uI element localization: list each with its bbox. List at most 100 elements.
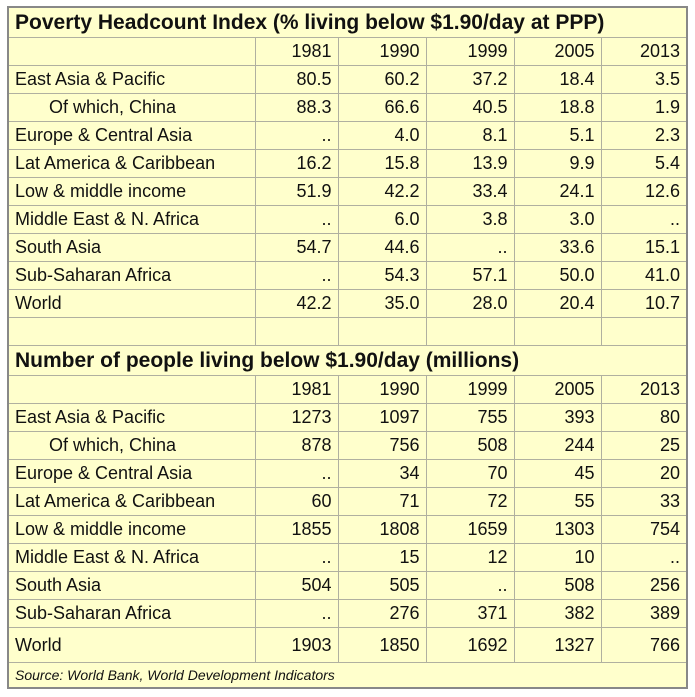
value-cell: 3.8 [425, 205, 515, 234]
row-label: Middle East & N. Africa [7, 543, 256, 572]
row-label: South Asia [7, 571, 256, 600]
data-row: Middle East & N. Africa.. 15 12 10.. [7, 543, 688, 572]
value-cell: 1808 [337, 515, 427, 544]
data-row: Of which, China 88.3 66.6 40.5 18.8 1.9 [7, 93, 688, 122]
value-cell: 1303 [513, 515, 602, 544]
value-cell: 1855 [254, 515, 339, 544]
value-cell: 10.7 [600, 289, 688, 318]
row-label: East Asia & Pacific [7, 65, 256, 94]
value-cell: 1659 [425, 515, 515, 544]
column-header: 2005 [513, 375, 602, 404]
value-cell: 80 [600, 403, 688, 432]
value-cell: 12 [425, 543, 515, 572]
row-label: Sub-Saharan Africa [7, 261, 256, 290]
value-cell: 42.2 [254, 289, 339, 318]
row-label: World [7, 627, 256, 663]
value-cell: 42.2 [337, 177, 427, 206]
row-label: Europe & Central Asia [7, 459, 256, 488]
data-row: Lat America & Caribbean 16.2 15.8 13.9 9.9 5.… [7, 149, 688, 178]
column-header: 1999 [425, 375, 515, 404]
value-cell: 2.3 [600, 121, 688, 150]
data-row: Sub-Saharan Africa.. 276 371 382 389 [7, 599, 688, 628]
value-cell: 878 [254, 431, 339, 460]
value-cell: 88.3 [254, 93, 339, 122]
value-cell: .. [254, 261, 339, 290]
data-row: East Asia & Pacific 1273 1097 755 393 80 [7, 403, 688, 432]
poverty-table: Poverty Headcount Index (% living below … [7, 6, 688, 689]
row-label: World [7, 289, 256, 318]
row-label: East Asia & Pacific [7, 403, 256, 432]
row-label: Middle East & N. Africa [7, 205, 256, 234]
spacer-row [7, 317, 688, 346]
empty-cell [337, 317, 427, 346]
value-cell: 1903 [254, 627, 339, 663]
data-row: East Asia & Pacific 80.5 60.2 37.2 18.4 3.5 [7, 65, 688, 94]
value-cell: 70 [425, 459, 515, 488]
value-cell: 28.0 [425, 289, 515, 318]
empty-cell [7, 317, 256, 346]
source-note: Source: World Bank, World Development In… [7, 662, 688, 689]
row-label: Of which, China [7, 93, 256, 122]
value-cell: 24.1 [513, 177, 602, 206]
value-cell: 45 [513, 459, 602, 488]
value-cell: 4.0 [337, 121, 427, 150]
value-cell: 16.2 [254, 149, 339, 178]
data-row: Low & middle income 1855 1808 1659 1303 754 [7, 515, 688, 544]
value-cell: 244 [513, 431, 602, 460]
value-cell: 60.2 [337, 65, 427, 94]
value-cell: .. [425, 571, 515, 600]
empty-cell [600, 317, 688, 346]
column-header: 1981 [254, 375, 339, 404]
source-row: Source: World Bank, World Development In… [7, 662, 688, 689]
value-cell: 44.6 [337, 233, 427, 262]
value-cell: .. [425, 233, 515, 262]
value-cell: .. [600, 543, 688, 572]
value-cell: .. [254, 459, 339, 488]
data-row: Europe & Central Asia.. 4.0 8.1 5.1 2.3 [7, 121, 688, 150]
value-cell: 389 [600, 599, 688, 628]
title-row: Number of people living below $1.90/day … [8, 345, 687, 376]
row-label: Low & middle income [7, 177, 256, 206]
row-label: Low & middle income [7, 515, 256, 544]
empty-cell [7, 37, 256, 66]
value-cell: 1273 [254, 403, 339, 432]
row-label: South Asia [7, 233, 256, 262]
page: Poverty Headcount Index (% living below … [7, 6, 688, 689]
row-label: Of which, China [7, 431, 256, 460]
section-title: Poverty Headcount Index (% living below … [8, 6, 687, 38]
value-cell: 40.5 [425, 93, 515, 122]
value-cell: 505 [337, 571, 427, 600]
data-row: Of which, China 878 756 508 244 25 [7, 431, 688, 460]
value-cell: 60 [254, 487, 339, 516]
value-cell: 1850 [337, 627, 427, 663]
value-cell: 508 [513, 571, 602, 600]
value-cell: 57.1 [425, 261, 515, 290]
value-cell: 20 [600, 459, 688, 488]
value-cell: 9.9 [513, 149, 602, 178]
value-cell: 55 [513, 487, 602, 516]
empty-cell [425, 317, 515, 346]
value-cell: 13.9 [425, 149, 515, 178]
value-cell: 1097 [337, 403, 427, 432]
column-header: 1990 [337, 375, 427, 404]
row-label: Lat America & Caribbean [7, 487, 256, 516]
empty-cell [7, 375, 256, 404]
column-header: 2013 [600, 37, 688, 66]
value-cell: 35.0 [337, 289, 427, 318]
section-title: Number of people living below $1.90/day … [8, 345, 687, 376]
value-cell: .. [254, 599, 339, 628]
value-cell: 15.1 [600, 233, 688, 262]
data-row: Europe & Central Asia.. 34 70 45 20 [7, 459, 688, 488]
value-cell: 20.4 [513, 289, 602, 318]
value-cell: 756 [337, 431, 427, 460]
row-label: Lat America & Caribbean [7, 149, 256, 178]
value-cell: 15 [337, 543, 427, 572]
value-cell: 33.4 [425, 177, 515, 206]
row-label: Europe & Central Asia [7, 121, 256, 150]
value-cell: 41.0 [600, 261, 688, 290]
value-cell: 54.3 [337, 261, 427, 290]
value-cell: 393 [513, 403, 602, 432]
header-row: 1981 1990 1999 2005 2013 [7, 375, 688, 404]
row-label: Sub-Saharan Africa [7, 599, 256, 628]
value-cell: 1.9 [600, 93, 688, 122]
